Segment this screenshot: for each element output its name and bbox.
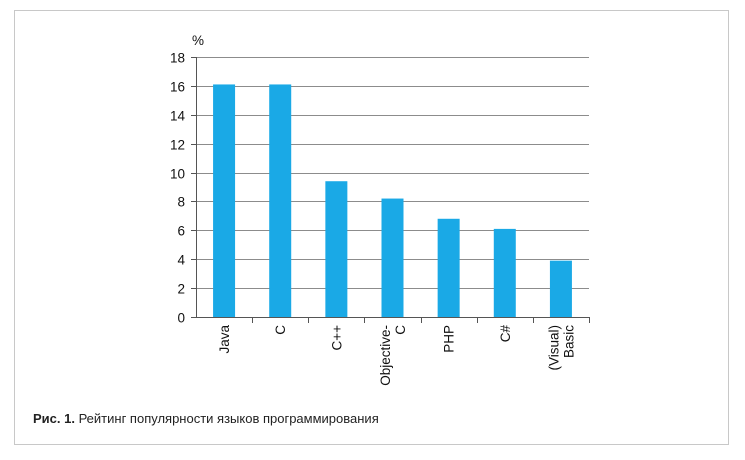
x-tick-label-line: C [273, 325, 288, 335]
x-tick-label-line: Basic [561, 325, 576, 358]
bar [213, 84, 236, 317]
figure-caption-lead: Рис. 1. [33, 411, 75, 426]
y-tick-label: 12 [170, 138, 185, 153]
bars [213, 84, 572, 317]
x-tick-label: Objective- C [378, 325, 408, 386]
y-tick-label: 14 [170, 109, 186, 124]
y-axis-unit-label: % [192, 33, 204, 48]
y-tick-label: 6 [177, 224, 185, 239]
x-tick-label: C [273, 325, 288, 335]
x-tick-label: Java [217, 325, 232, 354]
figure-caption-text: Рейтинг популярности языков программиров… [74, 411, 379, 426]
x-tick-label-line: Objective- [378, 325, 393, 386]
y-tick-label: 8 [177, 195, 185, 210]
y-tick-label: 10 [170, 167, 185, 182]
x-tick-label: C# [498, 325, 513, 343]
axes [191, 57, 590, 323]
y-tick-label: 0 [177, 311, 185, 326]
bar [437, 218, 460, 317]
x-tick-label-line: C# [498, 325, 513, 343]
y-tick-label: 18 [170, 51, 185, 66]
bar [381, 198, 404, 317]
x-tick-label: (Visual) Basic [546, 325, 576, 371]
y-tick-label: 4 [177, 253, 185, 268]
bar [325, 181, 348, 317]
y-tick-label: 2 [177, 282, 185, 297]
x-tick-label-line: PHP [442, 325, 457, 353]
x-tick-label-line: Java [217, 325, 232, 354]
figure-frame [14, 10, 729, 445]
bar [549, 260, 572, 317]
figure-caption: Рис. 1. Рейтинг популярности языков прог… [33, 411, 379, 426]
bar [493, 228, 516, 317]
x-tick-label: C++ [329, 325, 344, 351]
x-tick-label: PHP [442, 325, 457, 353]
bar [269, 84, 292, 317]
y-tick-label: 16 [170, 80, 185, 95]
gridlines [196, 57, 589, 289]
x-tick-label-line: (Visual) [546, 325, 561, 371]
x-tick-label-line: C [393, 325, 408, 335]
x-tick-label-line: C++ [329, 325, 344, 351]
